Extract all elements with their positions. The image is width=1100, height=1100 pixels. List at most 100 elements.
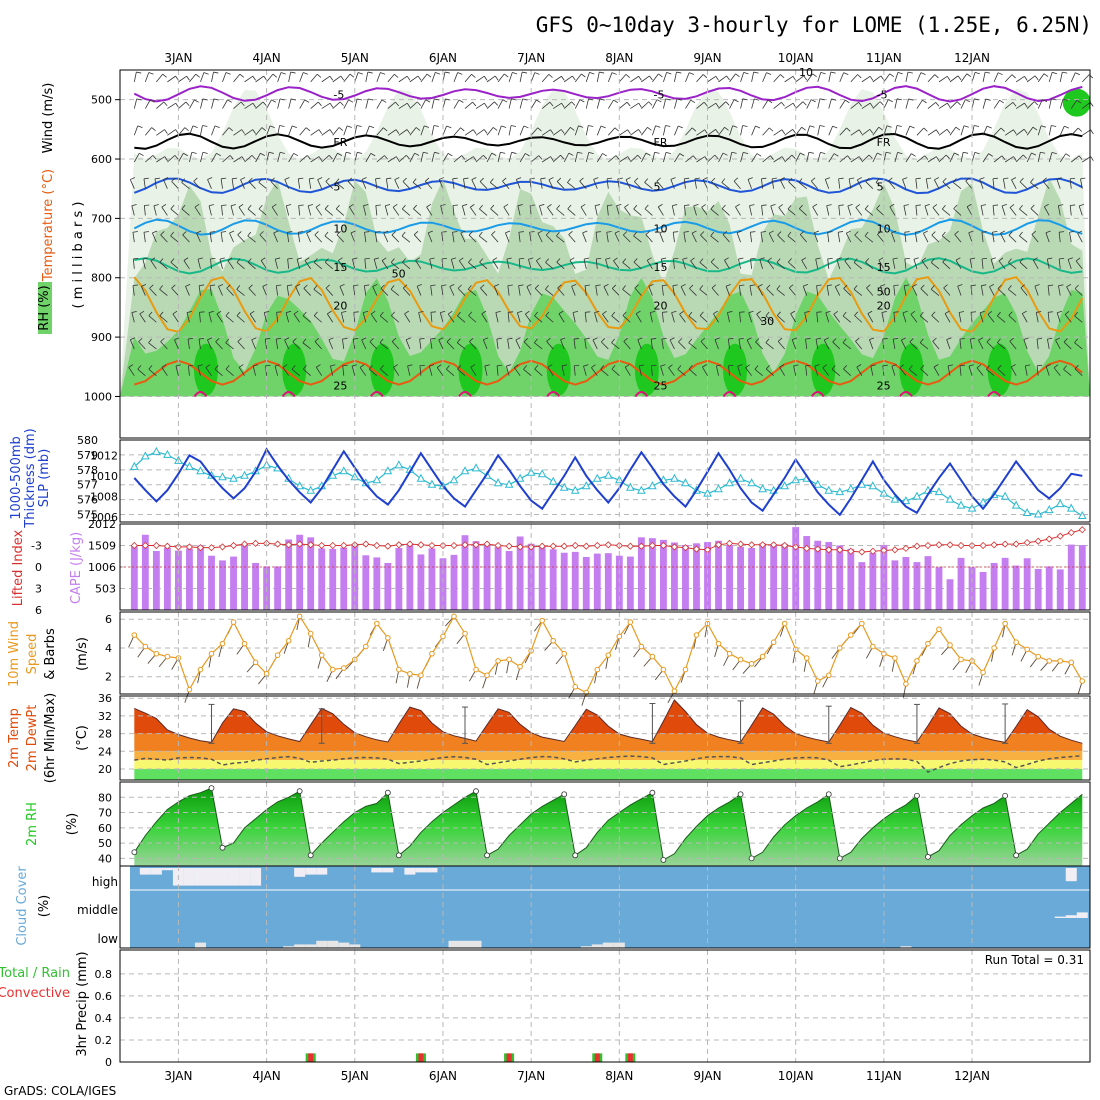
wind-barb <box>738 258 741 269</box>
li-point <box>494 541 502 550</box>
wind-barb-flag <box>545 285 549 290</box>
wind-barb <box>993 72 999 83</box>
wind-barb <box>585 72 590 82</box>
wind-barb-flag <box>662 311 668 313</box>
rh2m-label: 2m RH <box>25 802 40 846</box>
rh-contour-label: 50 <box>877 286 891 299</box>
wind-barb-flag <box>227 99 232 103</box>
wind-barb-flag <box>537 230 543 234</box>
rh2m-point <box>825 791 832 798</box>
wind-barb <box>795 101 804 109</box>
wind-barb-flag <box>413 231 419 235</box>
wind10-point <box>936 626 942 633</box>
wind-barb-flag <box>904 284 910 287</box>
wind-barb-flag <box>742 98 748 101</box>
wind10-point <box>859 620 865 627</box>
wind-barb <box>721 182 730 190</box>
li-point <box>582 542 590 550</box>
rh-contour-label: 50 <box>392 268 406 281</box>
wind-barb <box>148 342 157 350</box>
wind10-point <box>296 613 303 620</box>
wind-barb <box>878 259 885 270</box>
isotherm-30-segment <box>899 391 913 398</box>
wind-barb-flag <box>567 204 572 210</box>
wind-barb-flag <box>930 258 935 263</box>
wind-barb <box>931 234 940 243</box>
wind-barb <box>159 315 168 323</box>
li-point <box>340 541 348 550</box>
cloud-low-bar <box>294 944 306 948</box>
wind-barb <box>247 208 256 216</box>
thickness-tick-label: 576 <box>77 494 98 507</box>
wind-barb-flag <box>338 127 344 131</box>
wind-barb-flag <box>607 204 613 206</box>
wind10-point <box>759 653 766 660</box>
wind-barb-flag <box>276 337 282 340</box>
cape-bar <box>924 556 932 610</box>
wind-barb <box>490 182 499 190</box>
wind-barb <box>749 285 752 296</box>
li-point <box>1078 526 1086 534</box>
wind-barb <box>129 179 135 189</box>
wind-barb-flag <box>780 74 785 79</box>
wind-barb-flag <box>649 75 653 81</box>
wind-barb <box>431 125 435 136</box>
cloud-high-clear <box>250 868 262 886</box>
wind-barb-flag <box>131 310 137 313</box>
wind-barb <box>856 366 863 376</box>
wind-barb <box>373 259 378 269</box>
cloud-low-bar <box>338 942 350 948</box>
wind10-point <box>363 643 369 650</box>
wind-barb-flag <box>540 177 546 180</box>
wind-barb-flag <box>315 204 321 208</box>
wind-barb-flag <box>754 365 759 370</box>
wind-barb <box>954 234 962 243</box>
wind-barb <box>230 205 234 216</box>
wind-barb <box>452 178 455 189</box>
wind-barb <box>798 182 807 190</box>
wind-barb <box>817 98 821 109</box>
cape-bar <box>274 566 282 610</box>
wind-barb-flag <box>507 284 513 287</box>
wind-barb <box>266 73 274 83</box>
thickness-point <box>152 446 161 455</box>
wind-barb-flag <box>661 257 667 260</box>
wind-barb <box>1056 312 1061 323</box>
wind-barb <box>220 178 223 189</box>
wind-barb-flag <box>746 337 752 341</box>
wind-barb <box>739 312 741 323</box>
wind-barb <box>991 232 995 243</box>
wind-barb-flag <box>534 72 540 75</box>
wind-barb-flag <box>461 155 466 160</box>
wind-barb-flag <box>506 364 512 367</box>
wind-barb-flag <box>881 311 887 313</box>
wind-barb <box>909 341 918 350</box>
wind-barb <box>274 365 279 376</box>
wind-barb <box>762 127 770 136</box>
wind-barb <box>751 153 758 163</box>
wind-barb <box>630 129 639 136</box>
li-point <box>152 541 160 550</box>
wind-barb <box>611 315 620 323</box>
wind-barb-flag <box>308 204 314 207</box>
wind-barb-flag <box>876 204 881 209</box>
wind-barb <box>453 155 462 163</box>
thickness-point <box>295 481 305 490</box>
rh-contour-label: 30 <box>760 315 774 328</box>
wind-barb-flag <box>238 204 244 208</box>
wind-barb-flag <box>290 71 296 74</box>
wind-barb-flag <box>238 364 244 368</box>
wind-barb <box>144 72 150 83</box>
wind-barb-flag <box>273 230 279 234</box>
wind-barb-flag <box>138 152 144 157</box>
wind-barb-flag <box>902 177 908 180</box>
wind-barb-flag <box>1066 284 1072 288</box>
wind-barb <box>236 289 245 296</box>
wind-barb <box>828 98 832 109</box>
rh2m-point <box>925 853 931 860</box>
wind-barb-flag <box>328 155 333 160</box>
wind-barb-flag <box>207 177 213 180</box>
wind-barb <box>380 368 389 376</box>
wind-barb <box>641 127 648 136</box>
wind-barb-flag <box>570 127 575 131</box>
